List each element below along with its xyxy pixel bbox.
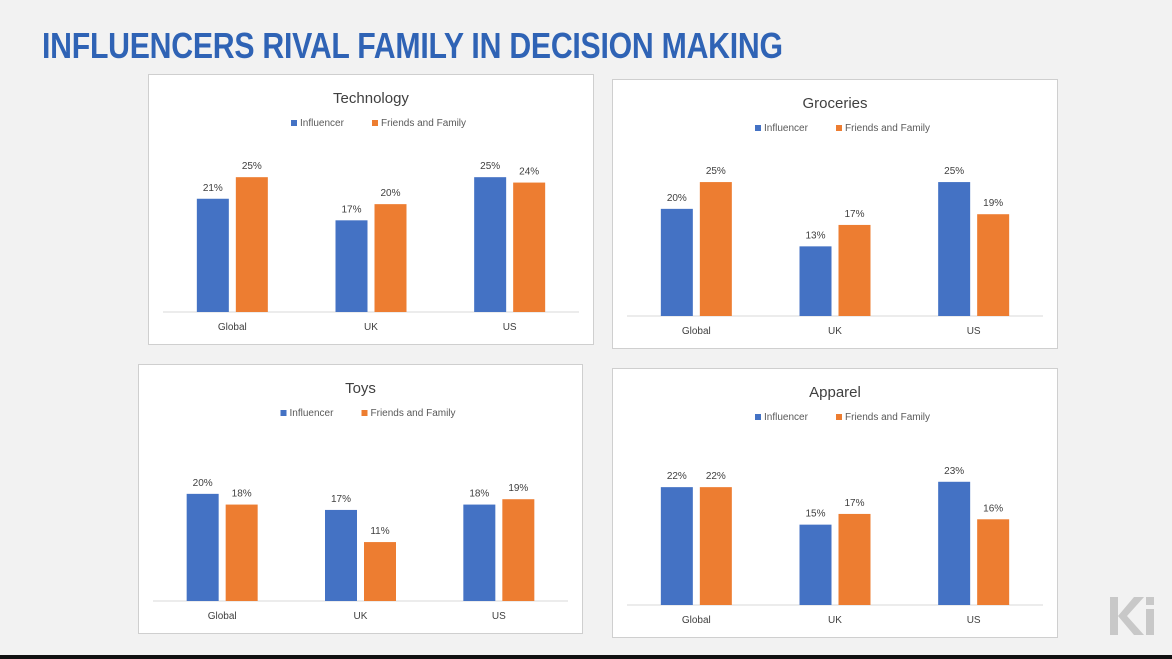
tick-label-global: Global	[218, 322, 247, 333]
legend-entry-0: Influencer	[764, 412, 809, 423]
bar-global-0	[186, 493, 219, 601]
chart-technology: Technology Influencer Friends and Family 21…	[148, 74, 594, 345]
data-label: 24%	[519, 167, 539, 178]
bar-global-1	[235, 177, 268, 312]
legend-entry-1: Friends and Family	[845, 412, 930, 423]
bottom-bar	[0, 655, 1172, 659]
data-label: 17%	[341, 204, 361, 215]
chart-apparel: Apparel Influencer Friends and Family 22% 22…	[612, 368, 1058, 638]
chart-svg: Technology Influencer Friends and Family 21…	[163, 90, 579, 333]
bar-global-0	[660, 208, 693, 316]
data-label: 16%	[983, 503, 1003, 514]
data-label: 11%	[370, 526, 389, 537]
legend-swatch-1	[836, 125, 842, 131]
chart-title: Technology	[333, 90, 409, 107]
tick-label-us: US	[503, 322, 517, 333]
legend-swatch-0	[291, 120, 297, 126]
legend-entry-0: Influencer	[300, 118, 345, 129]
chart-title: Groceries	[802, 95, 867, 112]
data-label: 17%	[331, 494, 351, 505]
chart-toys: Toys Influencer Friends and Family 20% 18% Gl…	[138, 364, 583, 634]
bar-uk-0	[799, 246, 832, 316]
bar-uk-0	[325, 509, 357, 601]
bar-uk-1	[838, 513, 871, 605]
legend-swatch-0	[755, 414, 761, 420]
bar-us-1	[502, 499, 535, 601]
bar-global-0	[660, 487, 693, 605]
legend-entry-1: Friends and Family	[845, 123, 930, 134]
bar-global-1	[699, 487, 732, 605]
data-label: 19%	[508, 483, 528, 494]
data-label: 25%	[944, 166, 964, 177]
tick-label-uk: UK	[828, 615, 842, 626]
data-label: 19%	[983, 198, 1003, 209]
chart-svg: Groceries Influencer Friends and Family 20%…	[627, 95, 1043, 337]
data-label: 22%	[667, 471, 687, 482]
data-label: 20%	[667, 193, 687, 204]
bar-uk-1	[364, 542, 396, 601]
bar-global-1	[699, 182, 732, 316]
legend-swatch-1	[361, 410, 368, 416]
legend-entry-0: Influencer	[764, 123, 809, 134]
chart-groceries: Groceries Influencer Friends and Family 20%…	[612, 79, 1058, 349]
bar-us-0	[938, 481, 971, 605]
slide-title: INFLUENCERS RIVAL FAMILY IN DECISION MAK…	[42, 25, 783, 66]
tick-label-global: Global	[208, 611, 237, 622]
bar-uk-1	[374, 204, 407, 312]
data-label: 25%	[706, 166, 726, 177]
tick-label-uk: UK	[828, 326, 842, 337]
data-label: 23%	[944, 466, 964, 477]
data-label: 20%	[380, 188, 400, 199]
legend-swatch-1	[372, 120, 378, 126]
data-label: 25%	[480, 161, 500, 172]
data-label: 18%	[469, 489, 489, 500]
data-label: 25%	[242, 161, 262, 172]
legend-swatch-1	[836, 414, 842, 420]
legend-entry-1: Friends and Family	[381, 118, 466, 129]
bar-uk-0	[335, 220, 368, 312]
chart-title: Apparel	[809, 384, 861, 401]
data-label: 17%	[844, 209, 864, 220]
data-label: 17%	[844, 498, 864, 509]
legend-entry-1: Friends and Family	[371, 408, 456, 419]
tick-label-us: US	[492, 611, 506, 622]
bar-uk-0	[799, 524, 832, 605]
bar-global-0	[196, 198, 229, 312]
legend-entry-0: Influencer	[290, 408, 335, 419]
bar-us-0	[463, 504, 496, 601]
chart-svg: Toys Influencer Friends and Family 20% 18% Gl…	[153, 380, 568, 622]
tick-label-us: US	[967, 326, 981, 337]
data-label: 18%	[232, 489, 252, 500]
chart-title: Toys	[345, 380, 376, 397]
bar-us-0	[474, 177, 507, 312]
bar-us-1	[977, 214, 1010, 316]
legend-swatch-0	[280, 410, 287, 416]
data-label: 15%	[805, 509, 825, 520]
bar-us-1	[513, 182, 546, 312]
bar-uk-1	[838, 224, 871, 316]
data-label: 21%	[203, 183, 223, 194]
bar-us-1	[977, 519, 1010, 605]
bar-us-0	[938, 182, 971, 316]
tick-label-us: US	[967, 615, 981, 626]
tick-label-uk: UK	[364, 322, 378, 333]
tick-label-global: Global	[682, 615, 711, 626]
tick-label-global: Global	[682, 326, 711, 337]
data-label: 20%	[193, 478, 213, 489]
legend-swatch-0	[755, 125, 761, 131]
ki-logo-icon	[1108, 594, 1160, 638]
tick-label-uk: UK	[354, 611, 368, 622]
data-label: 13%	[805, 230, 825, 241]
data-label: 22%	[706, 471, 726, 482]
bar-global-1	[225, 504, 258, 601]
